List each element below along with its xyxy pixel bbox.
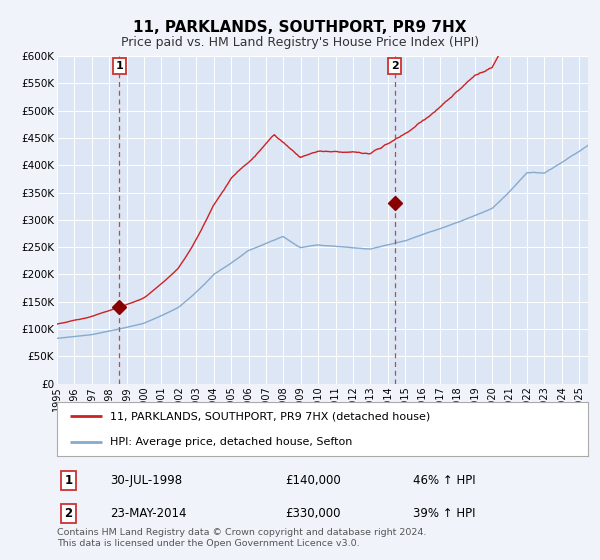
Text: 46% ↑ HPI: 46% ↑ HPI <box>413 474 475 487</box>
Text: 11, PARKLANDS, SOUTHPORT, PR9 7HX: 11, PARKLANDS, SOUTHPORT, PR9 7HX <box>133 20 467 35</box>
Text: £140,000: £140,000 <box>286 474 341 487</box>
Text: 2: 2 <box>65 507 73 520</box>
Text: Price paid vs. HM Land Registry's House Price Index (HPI): Price paid vs. HM Land Registry's House … <box>121 36 479 49</box>
Text: 30-JUL-1998: 30-JUL-1998 <box>110 474 182 487</box>
Text: Contains HM Land Registry data © Crown copyright and database right 2024.
This d: Contains HM Land Registry data © Crown c… <box>57 528 427 548</box>
Text: HPI: Average price, detached house, Sefton: HPI: Average price, detached house, Seft… <box>110 437 352 446</box>
Text: 39% ↑ HPI: 39% ↑ HPI <box>413 507 475 520</box>
Text: 11, PARKLANDS, SOUTHPORT, PR9 7HX (detached house): 11, PARKLANDS, SOUTHPORT, PR9 7HX (detac… <box>110 412 430 421</box>
Text: 1: 1 <box>115 61 123 71</box>
Text: 1: 1 <box>65 474 73 487</box>
Text: £330,000: £330,000 <box>286 507 341 520</box>
Text: 2: 2 <box>391 61 398 71</box>
Text: 23-MAY-2014: 23-MAY-2014 <box>110 507 187 520</box>
